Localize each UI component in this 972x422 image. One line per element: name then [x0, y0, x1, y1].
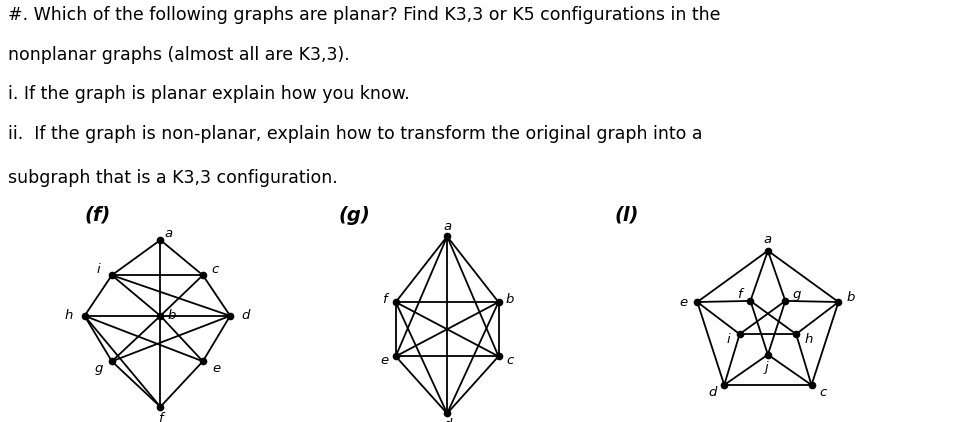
Text: h: h — [805, 333, 813, 346]
Text: g: g — [792, 287, 801, 300]
Text: b: b — [505, 293, 514, 306]
Text: d: d — [443, 418, 451, 422]
Text: f: f — [382, 293, 387, 306]
Text: b: b — [847, 291, 855, 304]
Text: ii.  If the graph is non-planar, explain how to transform the original graph int: ii. If the graph is non-planar, explain … — [8, 125, 703, 143]
Text: subgraph that is a K3,3 configuration.: subgraph that is a K3,3 configuration. — [8, 168, 337, 187]
Text: f: f — [158, 412, 162, 422]
Text: c: c — [211, 262, 219, 276]
Text: a: a — [165, 227, 173, 241]
Text: a: a — [764, 233, 772, 246]
Text: g: g — [94, 362, 103, 375]
Text: c: c — [506, 354, 513, 368]
Text: j: j — [765, 361, 769, 374]
Text: i. If the graph is planar explain how you know.: i. If the graph is planar explain how yo… — [8, 85, 409, 103]
Text: c: c — [819, 387, 826, 400]
Text: nonplanar graphs (almost all are K3,3).: nonplanar graphs (almost all are K3,3). — [8, 46, 350, 64]
Text: i: i — [96, 262, 100, 276]
Text: a: a — [443, 220, 451, 233]
Text: e: e — [380, 354, 389, 368]
Text: e: e — [212, 362, 221, 375]
Text: b: b — [167, 309, 176, 322]
Text: d: d — [242, 309, 250, 322]
Text: h: h — [64, 309, 73, 322]
Text: i: i — [726, 333, 730, 346]
Text: f: f — [737, 287, 742, 300]
Text: d: d — [709, 387, 717, 400]
Text: e: e — [679, 295, 687, 308]
Text: #. Which of the following graphs are planar? Find K3,3 or K5 configurations in t: #. Which of the following graphs are pla… — [8, 6, 720, 24]
Text: (l): (l) — [614, 206, 640, 225]
Text: (f): (f) — [84, 206, 111, 225]
Text: (g): (g) — [339, 206, 370, 225]
